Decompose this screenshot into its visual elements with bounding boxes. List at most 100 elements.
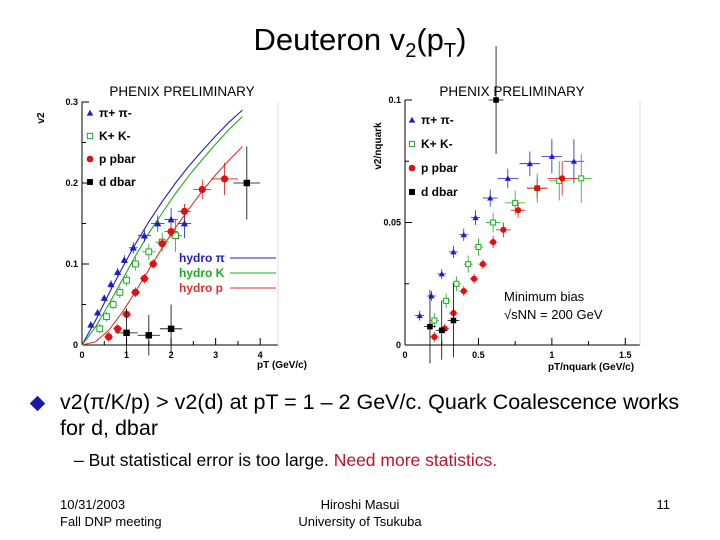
data-point	[438, 327, 445, 334]
footer-page-number: 11	[656, 497, 671, 512]
x-tick-label: 4	[258, 350, 263, 360]
data-point	[167, 215, 175, 223]
data-point	[129, 244, 137, 251]
footer-affiliation: University of Tsukuba	[298, 514, 422, 529]
x-tick-label: 0.5	[472, 350, 485, 360]
hydro-legend-label: hydro p	[179, 281, 223, 295]
data-point	[490, 239, 497, 246]
annotation-line2: √sNN = 200 GeV	[504, 307, 603, 322]
data-point	[116, 288, 124, 296]
legend-marker	[408, 164, 416, 172]
data-point	[149, 260, 157, 268]
y-tick-label: 0.1	[65, 259, 78, 269]
data-point	[438, 270, 445, 277]
y-tick-label: 0.3	[65, 97, 78, 107]
y-tick-label: 0.05	[383, 218, 401, 228]
data-point	[154, 219, 162, 227]
hydro-curve	[81, 116, 243, 346]
sub-bullet-emphasis: Need more statistics.	[333, 450, 498, 470]
chart-title: PHENIX PRELIMINARY	[439, 84, 584, 99]
data-point	[470, 275, 478, 282]
footer-meeting: Fall DNP meeting	[60, 514, 162, 529]
data-point	[123, 329, 130, 337]
data-point	[96, 325, 104, 333]
y-axis-label: v2	[36, 112, 47, 124]
x-tick-label: 1.5	[619, 350, 632, 360]
data-point	[220, 175, 229, 183]
data-point	[172, 232, 179, 240]
data-point	[416, 312, 423, 319]
data-point	[460, 231, 467, 238]
data-point	[123, 276, 130, 284]
data-point	[140, 232, 148, 239]
legend-marker	[87, 179, 93, 185]
x-tick-label: 2	[169, 350, 174, 360]
charts-svg: 0 1 2 3 4 0 0.1 0.2 0.3 PHENIX PRELIMINARY v2 pT (G…	[36, 46, 641, 373]
y-tick-label: 0	[396, 340, 401, 350]
data-point	[578, 175, 585, 182]
footer-left: 10/31/2003 Fall DNP meeting	[60, 496, 162, 530]
data-point	[120, 256, 128, 263]
legend-marker	[409, 189, 415, 195]
x-axis-label: pT/nquark (GeV/c)	[548, 362, 634, 373]
legend-label: K+ K-	[421, 137, 453, 151]
data-point	[534, 185, 541, 192]
data-point	[504, 175, 511, 181]
data-point	[180, 207, 189, 215]
legend-marker	[408, 140, 416, 148]
data-point	[453, 280, 460, 287]
footer-date: 10/31/2003	[60, 497, 126, 512]
legend-marker	[86, 155, 94, 163]
x-tick-label: 3	[213, 350, 218, 360]
data-point	[114, 325, 122, 333]
data-point	[109, 301, 117, 308]
data-point	[167, 325, 175, 333]
legend-label: π+ π-	[99, 106, 132, 120]
data-point	[87, 321, 95, 328]
legend-label: p pbar	[99, 152, 136, 166]
data-point	[570, 158, 578, 164]
data-point	[500, 226, 507, 233]
data-point	[479, 261, 486, 268]
data-point	[548, 153, 555, 159]
right-scaled-v2-chart: 0 0.5 1 1.5 0 0.05 0.1 PHENIX PRELIMINARY v2/nqu…	[373, 46, 641, 373]
legend-label: d dbar	[99, 175, 136, 189]
y-tick-label: 0	[73, 340, 78, 350]
data-point	[443, 297, 450, 304]
legend-marker	[408, 116, 416, 123]
data-point	[490, 219, 497, 226]
data-point	[93, 309, 102, 316]
data-point	[107, 280, 115, 288]
data-point	[132, 260, 139, 268]
bullet-text: v2(π/K/p) > v2(d) at pT = 1 – 2 GeV/c. Q…	[60, 390, 680, 440]
data-point	[427, 323, 433, 330]
data-point	[487, 194, 494, 201]
x-tick-label: 0	[79, 350, 84, 360]
y-tick-label: 0.2	[65, 178, 78, 188]
chart-title: PHENIX PRELIMINARY	[109, 84, 254, 99]
footer-center: Hiroshi Masui University of Tsukuba	[290, 496, 430, 530]
data-point	[145, 248, 153, 256]
data-point	[465, 261, 472, 268]
data-point	[140, 274, 148, 283]
data-point	[103, 313, 110, 321]
legend-marker	[86, 109, 94, 116]
annotation-line1: Minimum bias	[504, 289, 585, 304]
x-tick-label: 0	[402, 350, 407, 360]
data-point	[114, 268, 122, 275]
data-point	[512, 199, 519, 206]
data-point	[105, 333, 113, 341]
y-tick-label: 0.1	[388, 95, 401, 105]
x-axis-label: pT (GeV/c)	[257, 360, 307, 371]
data-point	[167, 228, 175, 236]
legend-label: K+ K-	[99, 129, 131, 143]
bullet-diamond-icon	[29, 395, 46, 412]
data-point	[180, 219, 189, 227]
data-point	[559, 175, 566, 182]
y-axis-label: v2/nquark	[373, 122, 384, 170]
sub-bullet-text: – But statistical error is too large.	[74, 450, 329, 470]
data-point	[493, 97, 499, 103]
x-tick-label: 1	[549, 350, 554, 360]
data-point	[475, 244, 482, 250]
